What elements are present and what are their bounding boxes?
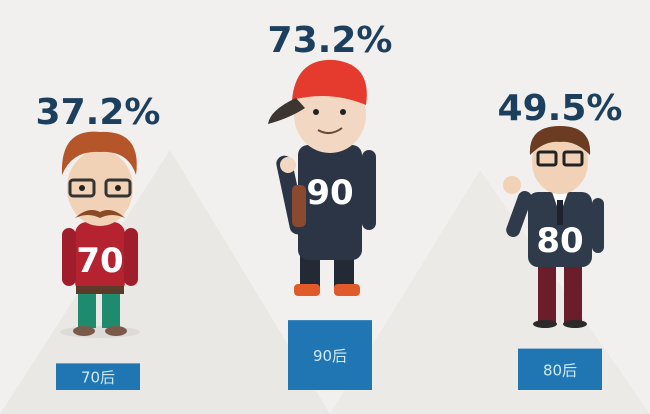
- jersey-number: 90: [306, 173, 353, 213]
- jersey-number: 80: [536, 221, 583, 261]
- character-90s: 90: [268, 59, 376, 296]
- value-label: 37.2%: [36, 92, 161, 133]
- category-label: 80后: [543, 361, 577, 379]
- podium-bar: [518, 348, 602, 390]
- value-label: 73.2%: [268, 20, 393, 61]
- value-label: 49.5%: [498, 88, 623, 129]
- podium-bar: [56, 363, 140, 390]
- podium-bar: [288, 320, 372, 390]
- bg-shape: [0, 150, 330, 414]
- category-label: 70后: [81, 369, 115, 387]
- character-70s: 70: [60, 131, 140, 338]
- category-label: 90后: [313, 347, 347, 365]
- character-80s: 80: [503, 126, 604, 328]
- jersey-number: 70: [76, 241, 123, 281]
